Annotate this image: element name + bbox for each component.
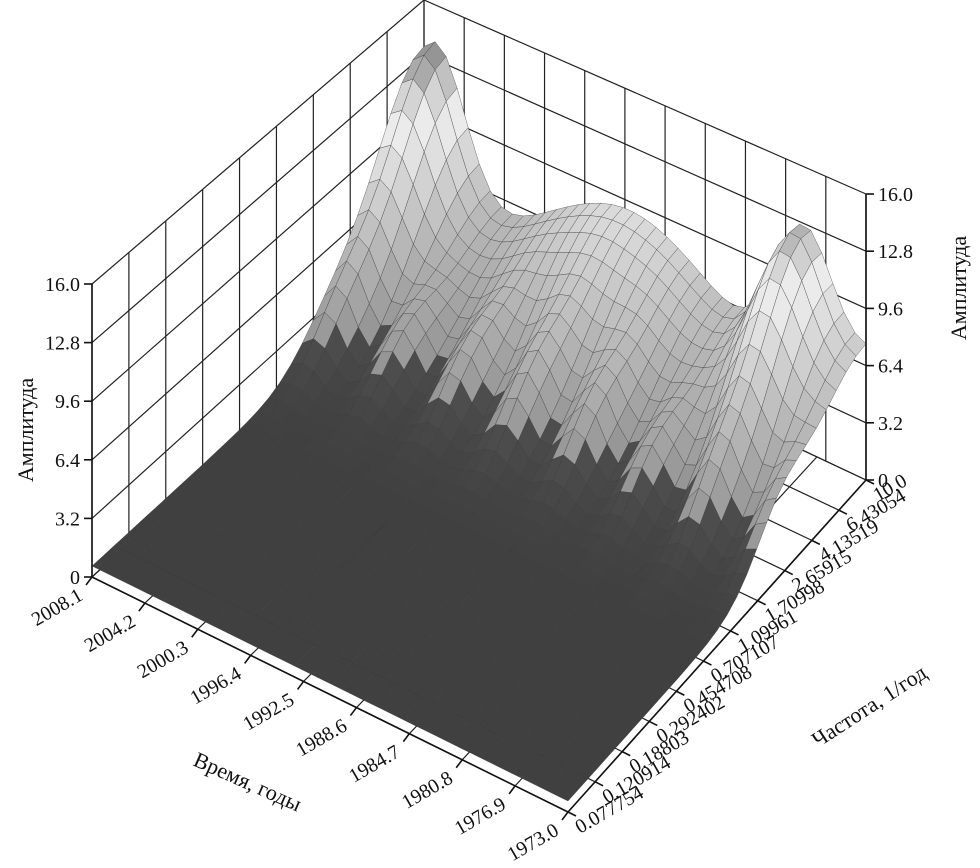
- x-tick-mark: [244, 654, 252, 664]
- z-axis-title-left: Амплитуда: [13, 378, 38, 482]
- x-tick-mark: [138, 602, 146, 612]
- x-tick-mark: [85, 576, 93, 586]
- x-tick-label: 1988.6: [292, 715, 351, 762]
- x-tick-mark: [561, 811, 569, 821]
- grid-line: [91, 0, 425, 285]
- z-tick-label-left: 16.0: [45, 274, 80, 296]
- z-tick-label-left: 12.8: [45, 333, 80, 355]
- y-tick-mark: [621, 750, 631, 757]
- z-tick-label-right: 6.4: [878, 356, 903, 378]
- x-tick-label: 1992.5: [239, 689, 298, 736]
- z-tick-label-right: 0: [878, 470, 888, 492]
- grid-line: [423, 53, 867, 252]
- z-tick-label-left: 6.4: [55, 450, 80, 472]
- grid-line: [91, 108, 425, 402]
- surface-cell: [555, 783, 579, 802]
- y-axis-line: [567, 479, 867, 813]
- x-tick-label: 1980.8: [398, 767, 457, 814]
- z-tick-label-right: 12.8: [878, 241, 913, 263]
- x-tick-mark: [191, 628, 199, 638]
- x-tick-mark: [455, 759, 463, 769]
- y-tick-mark: [811, 539, 821, 546]
- z-tick-label-right: 9.6: [878, 298, 903, 320]
- grid-line: [423, 0, 867, 195]
- y-tick-mark: [757, 600, 766, 606]
- x-tick-mark: [402, 733, 410, 743]
- x-axis-line: [91, 576, 569, 813]
- z-tick-label-right: 3.2: [878, 413, 903, 435]
- x-tick-mark: [349, 707, 358, 717]
- y-tick-mark: [676, 690, 685, 696]
- x-tick-mark: [508, 785, 516, 795]
- y-tick-mark: [838, 509, 848, 515]
- x-tick-label: 1976.9: [451, 793, 510, 840]
- z-tick-label-left: 9.6: [55, 391, 80, 413]
- z-tick-label-left: 3.2: [55, 508, 80, 530]
- x-tick-label: 2000.3: [134, 636, 193, 683]
- y-tick-mark: [703, 660, 712, 666]
- x-tick-label: 1996.4: [187, 663, 246, 710]
- y-tick-mark: [784, 569, 794, 576]
- z-axis-title-right: Амплитуда: [946, 236, 971, 340]
- x-tick-label: 2004.2: [81, 610, 140, 657]
- axis-layer: [84, 193, 875, 821]
- z-tick-label-right: 16.0: [878, 184, 913, 206]
- x-tick-label: 1973.0: [504, 819, 563, 863]
- surface-layer: [91, 41, 867, 802]
- x-axis-title: Время, годы: [190, 747, 306, 817]
- x-tick-label: 2008.1: [28, 584, 87, 631]
- y-tick-mark: [648, 720, 658, 727]
- z-tick-label-left: 0: [70, 567, 80, 589]
- grid-line: [91, 53, 425, 344]
- y-tick-mark: [730, 630, 739, 636]
- y-axis-title: Частота, 1/год: [807, 660, 931, 753]
- x-tick-label: 1984.7: [345, 741, 404, 788]
- x-tick-mark: [296, 680, 305, 690]
- y-tick-mark: [594, 781, 604, 787]
- y-tick-mark: [567, 811, 577, 817]
